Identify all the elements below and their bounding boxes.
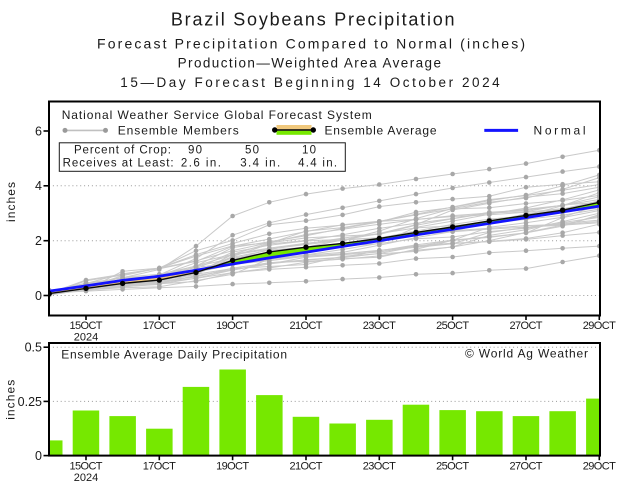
- svg-text:Production—Weighted Area Avera: Production—Weighted Area Average: [178, 56, 441, 71]
- svg-text:21OCT: 21OCT: [290, 461, 323, 473]
- svg-text:29OCT: 29OCT: [583, 320, 616, 332]
- svg-text:2: 2: [35, 234, 42, 248]
- svg-text:2.6 in.: 2.6 in.: [181, 157, 221, 169]
- svg-text:19OCT: 19OCT: [216, 461, 249, 473]
- svg-text:25OCT: 25OCT: [436, 320, 469, 332]
- svg-text:Receives at Least:: Receives at Least:: [63, 157, 174, 169]
- svg-text:Ensemble Members: Ensemble Members: [118, 123, 239, 137]
- svg-text:29OCT: 29OCT: [583, 461, 616, 473]
- svg-text:15OCT: 15OCT: [70, 461, 103, 473]
- svg-text:Forecast Precipitation Compare: Forecast Precipitation Compared to Norma…: [97, 36, 525, 52]
- svg-text:Ensemble Average Daily Precipi: Ensemble Average Daily Precipitation: [61, 347, 287, 361]
- svg-text:17OCT: 17OCT: [143, 320, 176, 332]
- svg-text:17OCT: 17OCT: [143, 461, 176, 473]
- svg-text:15OCT: 15OCT: [70, 320, 103, 332]
- svg-text:23OCT: 23OCT: [363, 461, 396, 473]
- svg-text:4.4 in.: 4.4 in.: [298, 157, 337, 169]
- svg-text:27OCT: 27OCT: [510, 320, 543, 332]
- svg-text:3.4 in.: 3.4 in.: [240, 157, 280, 169]
- svg-text:0.25: 0.25: [18, 395, 42, 409]
- svg-text:4: 4: [35, 179, 42, 193]
- svg-text:90: 90: [188, 144, 202, 156]
- svg-text:6: 6: [35, 124, 42, 138]
- svg-text:inches: inches: [4, 380, 18, 420]
- svg-text:0: 0: [35, 289, 42, 303]
- svg-text:0.5: 0.5: [25, 341, 42, 355]
- svg-text:inches: inches: [4, 182, 18, 222]
- svg-text:21OCT: 21OCT: [290, 320, 323, 332]
- svg-text:Brazil Soybeans Precipitation: Brazil Soybeans Precipitation: [171, 10, 455, 30]
- svg-text:25OCT: 25OCT: [436, 461, 469, 473]
- svg-text:23OCT: 23OCT: [363, 320, 396, 332]
- svg-text:National Weather Service Globa: National Weather Service Global Forecast…: [62, 108, 372, 122]
- svg-text:15—Day Forecast Beginning 14 O: 15—Day Forecast Beginning 14 October 202…: [120, 75, 500, 90]
- svg-text:27OCT: 27OCT: [510, 461, 543, 473]
- svg-text:© World Ag Weather: © World Ag Weather: [465, 347, 588, 361]
- svg-text:2024: 2024: [74, 332, 99, 344]
- svg-text:Ensemble Average: Ensemble Average: [325, 123, 437, 137]
- svg-text:0: 0: [35, 449, 42, 463]
- svg-text:10: 10: [302, 144, 316, 156]
- svg-text:Percent of Crop:: Percent of Crop:: [74, 144, 171, 156]
- svg-text:50: 50: [245, 144, 259, 156]
- svg-text:2024: 2024: [74, 472, 99, 484]
- svg-text:19OCT: 19OCT: [216, 320, 249, 332]
